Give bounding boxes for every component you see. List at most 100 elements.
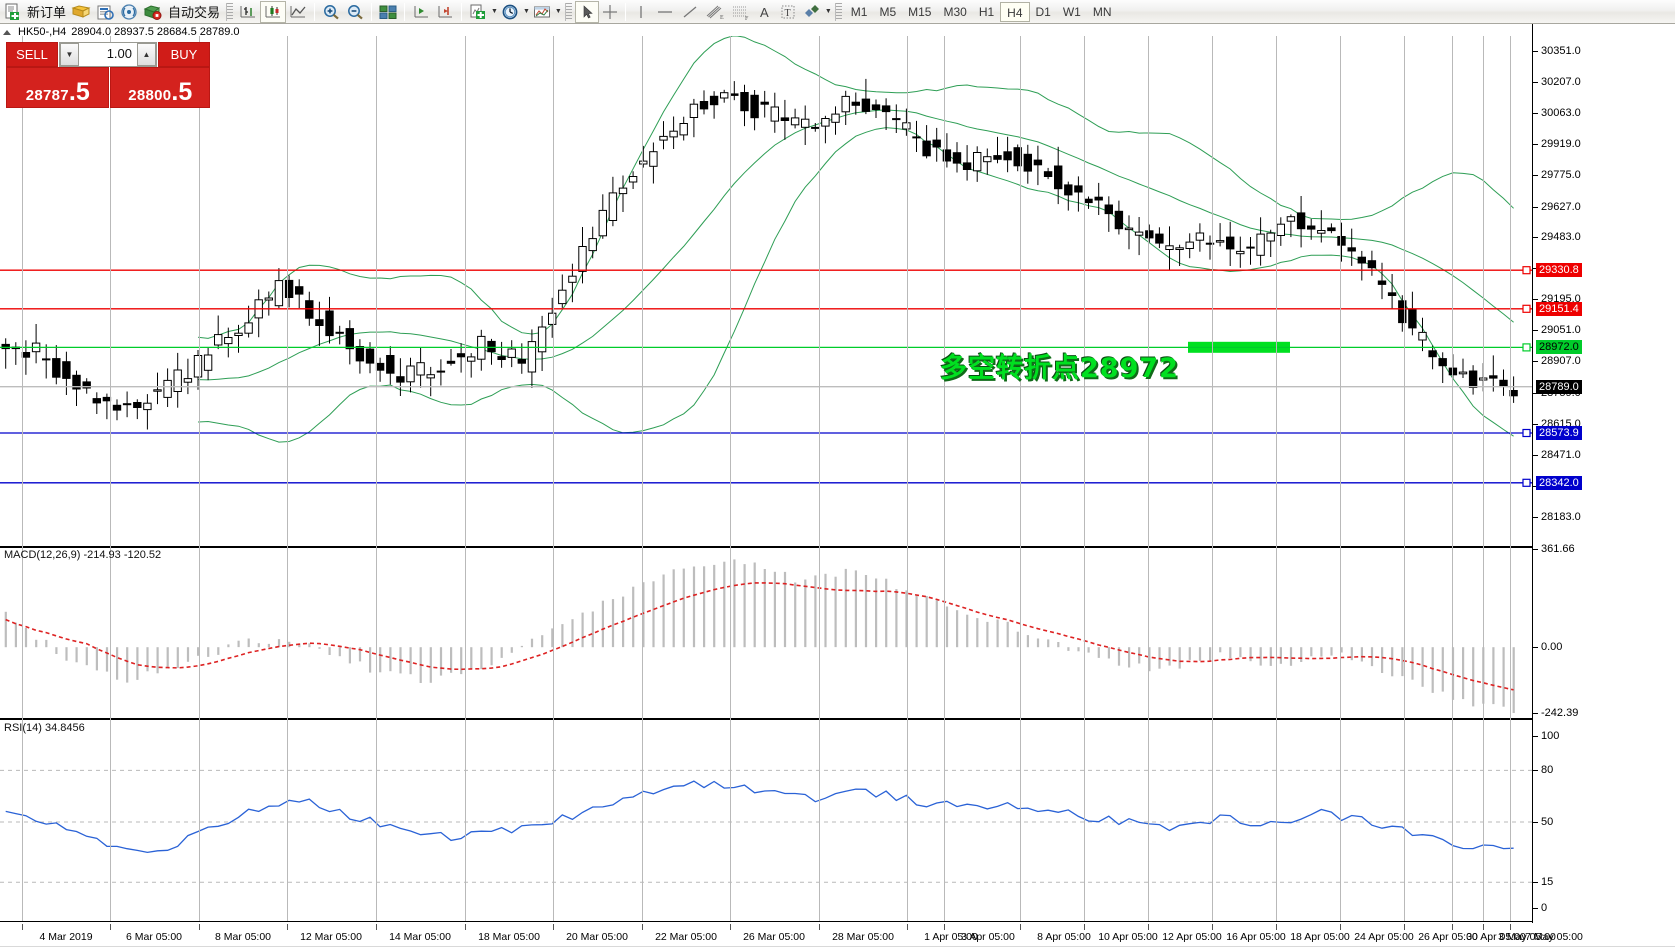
timeframe-w1[interactable]: W1 (1062, 4, 1081, 19)
time-gridline (642, 36, 643, 921)
time-gridline (110, 36, 111, 921)
buy-button-label[interactable]: BUY (158, 42, 210, 67)
time-tick-label: 8 Apr 05:00 (1037, 931, 1091, 943)
rsi-chart-canvas[interactable] (0, 722, 1532, 922)
new-order-icon[interactable] (2, 1, 24, 23)
collapse-triangle-icon[interactable] (3, 29, 11, 35)
chart-symbol-label: HK50-,H4 (18, 26, 67, 38)
price-tick (1533, 143, 1538, 145)
sell-price-button[interactable]: 28787 .5 (6, 67, 110, 108)
time-gridline (376, 36, 377, 921)
price-tag-support-line[interactable]: 28573.9 (1536, 425, 1582, 440)
signal-icon[interactable] (117, 1, 141, 23)
text-box-icon[interactable]: T (776, 1, 800, 23)
hline-icon[interactable] (652, 1, 678, 23)
macd-tick (1533, 647, 1538, 649)
line-chart-icon[interactable] (286, 1, 310, 23)
equidistant-channel-icon[interactable]: E (702, 1, 728, 23)
price-tag-resistance-line[interactable]: 29151.4 (1536, 301, 1582, 316)
timeframe-h1[interactable]: H1 (978, 4, 995, 19)
price-tick-label: 29775.0 (1541, 168, 1581, 181)
timeframe-d1[interactable]: D1 (1035, 4, 1051, 19)
volume-value[interactable]: 1.00 (79, 43, 137, 66)
sell-price-decimal: .5 (68, 78, 90, 106)
crosshair-icon[interactable] (599, 1, 621, 23)
macd-label: MACD(12,26,9) -214.93 -120.52 (4, 549, 162, 561)
auto-trading-icon[interactable] (141, 1, 165, 23)
bar-chart-icon[interactable] (236, 1, 260, 23)
toolbar-divider-2 (371, 2, 373, 21)
time-tick (819, 924, 820, 930)
trendline-icon[interactable] (678, 1, 702, 23)
text-label-icon[interactable]: A (754, 1, 776, 23)
time-gridline (1020, 36, 1021, 921)
print-preview-icon[interactable] (93, 1, 117, 23)
objects-dropdown-caret-icon[interactable]: ▼ (824, 8, 832, 15)
timeframe-m1[interactable]: M1 (850, 4, 868, 19)
volume-down-icon[interactable]: ▼ (60, 43, 79, 66)
time-gridline (1404, 36, 1405, 921)
timeframe-m15[interactable]: M15 (908, 4, 932, 19)
price-tag-support-line[interactable]: 28342.0 (1536, 475, 1582, 490)
templates-dropdown-caret-icon[interactable]: ▼ (554, 8, 562, 15)
toolbar-grip-1[interactable] (226, 2, 234, 21)
price-tick-label: 29483.0 (1541, 231, 1581, 244)
volume-up-icon[interactable]: ▲ (137, 43, 156, 66)
time-tick-label: 30 Apr 05:00 (1466, 931, 1526, 943)
buy-price-button[interactable]: 28800 .5 (110, 67, 210, 108)
toolbar-grip-3[interactable] (834, 2, 842, 21)
time-axis[interactable]: 4 Mar 2019 6 Mar 05:00 8 Mar 05:00 12 Mar 0… (0, 924, 1583, 947)
objects-icon[interactable] (800, 1, 824, 23)
price-tag-resistance-line[interactable]: 29330.8 (1536, 263, 1582, 278)
new-order-label[interactable]: 新订单 (27, 5, 67, 20)
time-gridline (553, 36, 554, 921)
price-tag-last-price[interactable]: 28789.0 (1536, 379, 1582, 394)
time-gridline (944, 36, 945, 921)
chart-header: HK50-,H4 28904.0 28937.5 28684.5 28789.0 (0, 25, 1675, 39)
timeframe-h4[interactable]: H4 (1000, 1, 1030, 22)
zoom-out-icon[interactable] (343, 1, 367, 23)
timeframe-m5[interactable]: M5 (879, 4, 897, 19)
toolbar-divider-4 (461, 2, 463, 21)
time-tick-label: 12 Mar 05:00 (300, 931, 362, 943)
price-chart-canvas[interactable] (0, 36, 1532, 548)
zoom-in-icon[interactable] (319, 1, 343, 23)
vline-icon[interactable] (630, 1, 652, 23)
period-icon[interactable] (498, 1, 522, 23)
period-dropdown-caret-icon[interactable]: ▼ (522, 8, 530, 15)
one-click-trading-panel: SELL ▼ 1.00 ▲ BUY 28787 .5 28800 .5 (6, 42, 210, 108)
volume-stepper[interactable]: ▼ 1.00 ▲ (59, 42, 157, 67)
time-tick (376, 924, 377, 930)
auto-trading-label[interactable]: 自动交易 (168, 5, 221, 20)
time-gridline (1148, 36, 1149, 921)
rsi-pane-top-border (0, 718, 1675, 720)
shift-end-icon[interactable] (433, 1, 457, 23)
time-gridline (287, 36, 288, 921)
candlestick-icon[interactable] (260, 0, 287, 23)
time-tick (1276, 924, 1277, 930)
buy-price-decimal: .5 (171, 78, 193, 106)
indicator-dropdown-caret-icon[interactable]: ▼ (491, 8, 498, 15)
templates-icon[interactable] (530, 1, 554, 23)
shift-start-icon[interactable] (409, 1, 433, 23)
toolbar-divider-1 (314, 2, 316, 21)
time-gridline (1340, 36, 1341, 921)
macd-chart-canvas[interactable] (0, 549, 1532, 713)
new-indicator-icon[interactable] (466, 1, 490, 23)
timeframe-m30[interactable]: M30 (943, 4, 967, 19)
price-tag-pivot-line[interactable]: 28972.0 (1536, 340, 1582, 355)
toolbar-grip-2[interactable] (564, 2, 572, 21)
timeframe-mn[interactable]: MN (1092, 4, 1112, 19)
time-tick-label: 3 May 05:00 (1498, 931, 1556, 943)
fibonacci-icon[interactable]: F (728, 1, 754, 23)
time-tick-label: 4 Mar 2019 (39, 931, 93, 943)
tile-windows-icon[interactable] (376, 1, 400, 23)
sell-button-label[interactable]: SELL (6, 42, 58, 67)
macd-pane-top-border (0, 546, 1675, 548)
folder-icon[interactable] (69, 1, 93, 23)
price-tick (1533, 455, 1538, 457)
cursor-icon[interactable] (574, 0, 599, 23)
rsi-tick-label: 80 (1541, 764, 1554, 777)
price-tick (1533, 206, 1538, 208)
price-scale[interactable]: 30351.0 30207.0 30063.0 29919.0 29775.0 29627… (1533, 24, 1675, 923)
